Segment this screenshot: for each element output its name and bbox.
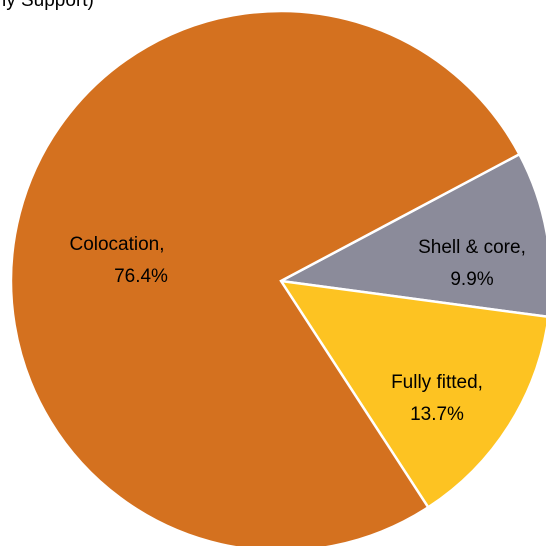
label-fully-fitted-name: Fully fitted,	[391, 372, 483, 393]
label-shell-and-core: Shell & core, 9.9%	[418, 237, 526, 290]
slice-fully-fitted	[278, 279, 546, 510]
slice-colocation	[9, 9, 522, 546]
slice-shell-and-core	[276, 152, 546, 318]
label-colocation: Colocation, 76.4%	[69, 234, 168, 287]
label-shell-and-core-value: 9.9%	[450, 269, 493, 290]
label-shell-and-core-name: Shell & core,	[418, 237, 526, 258]
label-colocation-value: 76.4%	[114, 266, 168, 287]
label-colocation-name: Colocation,	[69, 234, 164, 255]
label-fully-fitted-value: 13.7%	[410, 404, 464, 425]
chart-title-fragment: ly Support)	[0, 0, 120, 12]
chart-title-text: ly Support)	[2, 0, 94, 11]
label-fully-fitted: Fully fitted, 13.7%	[391, 372, 483, 425]
